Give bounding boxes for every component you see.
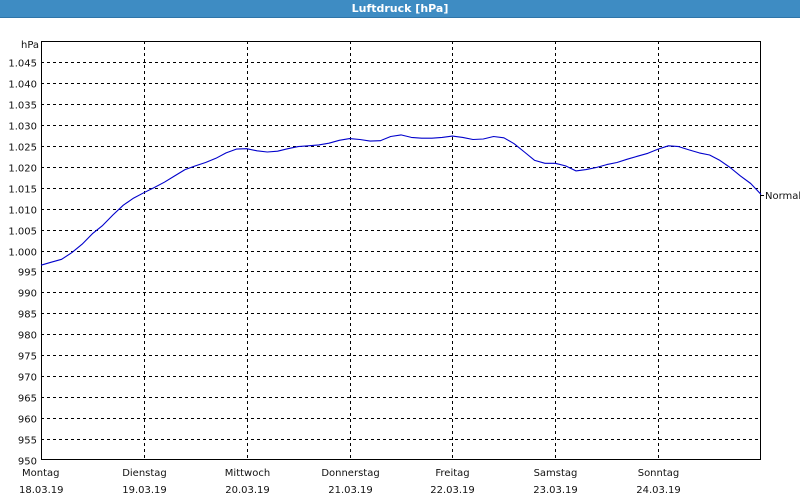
y-axis-unit: hPa — [21, 40, 39, 51]
x-day-label: Donnerstag — [321, 468, 379, 479]
y-tick-label: 965 — [18, 394, 37, 405]
x-day-label: Freitag — [435, 468, 469, 479]
y-tick-label: 960 — [18, 415, 37, 426]
y-tick-label: 995 — [18, 268, 37, 279]
title-bar: Luftdruck [hPa] — [0, 0, 800, 18]
chart-labels: 950 955 960 965 970 975 980 985 990 995 1.000 1.005… — [8, 40, 800, 496]
y-tick-label: 980 — [18, 331, 37, 342]
x-day-label: Samstag — [534, 468, 578, 479]
reference-label: Normal — [765, 191, 800, 202]
y-tick-label: 975 — [18, 352, 37, 363]
y-tick-label: 1.005 — [8, 227, 37, 238]
chart-grid — [41, 41, 761, 460]
x-date-label: 23.03.19 — [533, 485, 578, 496]
y-tick-label: 1.040 — [8, 80, 37, 91]
y-tick-label: 1.025 — [8, 143, 37, 154]
y-tick-label: 1.045 — [8, 59, 37, 70]
y-tick-label: 1.030 — [8, 122, 37, 133]
y-tick-label: 1.015 — [8, 185, 37, 196]
y-tick-label: 990 — [18, 289, 37, 300]
x-day-label: Sonntag — [638, 468, 680, 479]
window-title: Luftdruck [hPa] — [351, 2, 449, 15]
x-date-label: 19.03.19 — [122, 485, 167, 496]
y-tick-label: 1.010 — [8, 206, 37, 217]
x-day-label: Montag — [22, 468, 59, 479]
x-day-label: Mittwoch — [225, 468, 270, 479]
y-tick-label: 970 — [18, 373, 37, 384]
y-tick-label: 955 — [18, 436, 37, 447]
x-date-label: 18.03.19 — [19, 485, 64, 496]
y-tick-label: 985 — [18, 310, 37, 321]
x-date-label: 21.03.19 — [328, 485, 373, 496]
y-tick-label: 1.035 — [8, 101, 37, 112]
y-tick-label: 950 — [18, 457, 37, 468]
plot-frame — [41, 41, 761, 460]
chart-series — [40, 134, 762, 266]
x-day-label: Dienstag — [122, 468, 167, 479]
x-date-label: 24.03.19 — [636, 485, 681, 496]
y-tick-label: 1.000 — [8, 248, 37, 259]
y-tick-label: 1.020 — [8, 164, 37, 175]
pressure-series-line — [40, 134, 762, 266]
x-date-label: 22.03.19 — [430, 485, 475, 496]
x-date-label: 20.03.19 — [225, 485, 270, 496]
